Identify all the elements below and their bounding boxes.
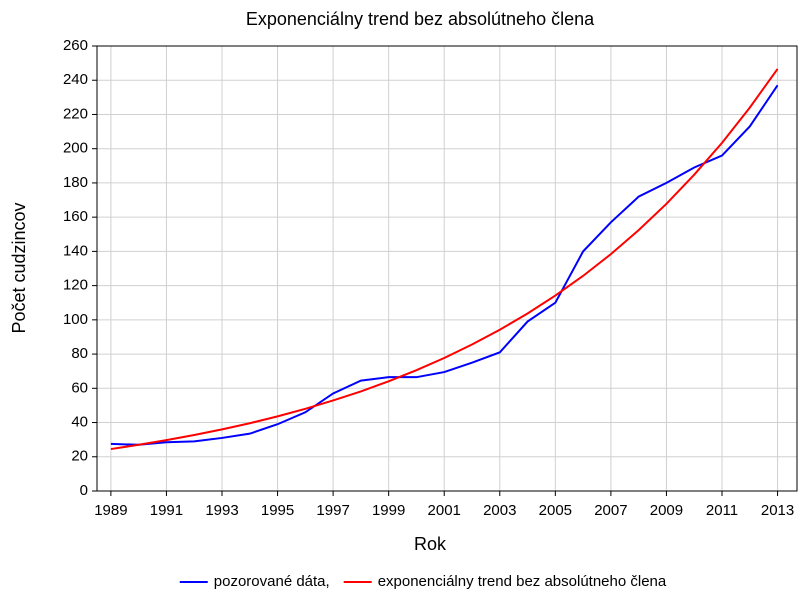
plot-frame [96,45,798,492]
y-tick-label: 40 [71,414,88,431]
x-tick-label: 1991 [150,502,183,519]
x-tick-label: 1999 [372,502,405,519]
y-tick-label: 200 [63,140,88,157]
legend-label: pozorované dáta, [214,573,330,590]
x-tick-label: 2011 [706,502,738,519]
y-tick-label: 260 [63,37,88,54]
x-tick-label: 2009 [650,502,683,519]
x-tick-label: 1997 [316,502,349,519]
y-tick-label: 20 [71,448,88,465]
y-tick-label: 140 [63,242,88,259]
y-tick-label: 0 [80,482,88,499]
chart-title: Exponenciálny trend bez absolútneho člen… [246,9,595,29]
x-tick-label: 2003 [483,502,516,519]
x-axis-label: Rok [414,534,447,554]
y-tick-label: 100 [63,311,88,328]
x-tick-label: 2007 [594,502,627,519]
y-tick-label: 120 [63,277,88,294]
y-tick-label: 180 [63,174,88,191]
series-line [110,68,779,451]
y-tick-label: 160 [63,208,88,225]
x-tick-label: 1989 [94,502,127,519]
legend-label: exponenciálny trend bez absolútneho člen… [378,573,667,590]
y-tick-label: 220 [63,105,88,122]
y-axis-label: Počet cudzincov [9,202,29,333]
x-tick-label: 2013 [761,502,794,519]
x-tick-label: 2005 [539,502,572,519]
x-tick-label: 2001 [428,502,461,519]
x-tick-label: 1995 [261,502,294,519]
x-tick-label: 1993 [205,502,238,519]
series-line [110,84,779,446]
y-tick-label: 80 [71,345,88,362]
y-tick-label: 60 [71,379,88,396]
y-tick-label: 240 [63,71,88,88]
